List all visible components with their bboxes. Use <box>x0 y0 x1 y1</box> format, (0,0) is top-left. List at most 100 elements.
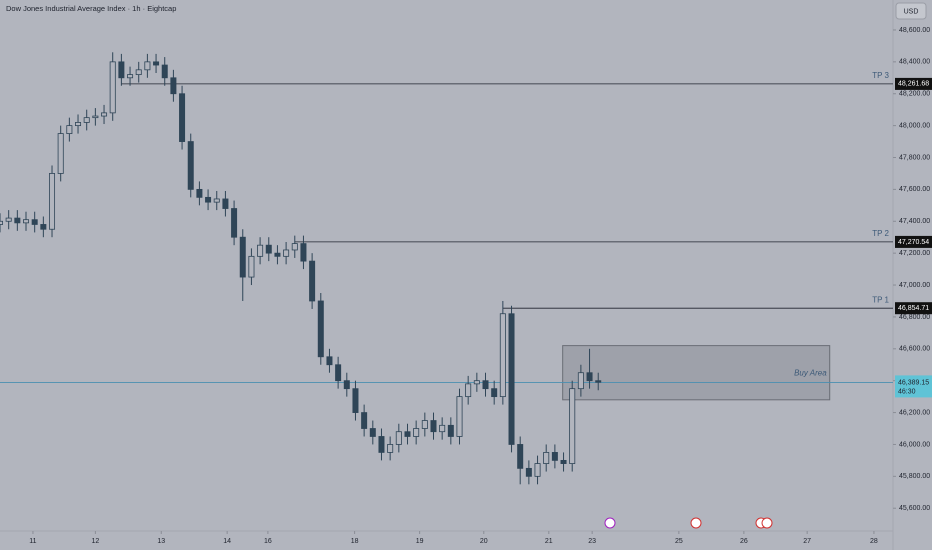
candle-body <box>265 244 272 254</box>
candle-body <box>491 388 498 398</box>
buy-zone <box>562 345 831 401</box>
x-tick-label: 21 <box>545 538 553 545</box>
candle-body <box>499 313 506 398</box>
x-tick-label: 20 <box>480 538 488 545</box>
y-tick-label: 47,800.00 <box>899 154 930 161</box>
level-name: TP 3 <box>872 71 889 80</box>
level-name: TP 1 <box>872 295 889 304</box>
x-tick-label: 23 <box>588 538 596 545</box>
candle-body <box>153 61 160 66</box>
candle-body <box>395 431 402 445</box>
x-tick-label: 19 <box>416 538 424 545</box>
y-tick-label: 45,600.00 <box>899 505 930 512</box>
level-price-box <box>895 77 932 90</box>
candle-body <box>92 115 99 119</box>
candle-body <box>473 380 480 385</box>
candle-body <box>482 380 489 390</box>
candle-body <box>569 388 576 464</box>
candle-body <box>335 364 342 382</box>
candle-body <box>387 444 394 453</box>
y-tick-label: 46,200.00 <box>899 409 930 416</box>
current-price-label: 46,389.15 <box>898 379 929 386</box>
y-tick-label: 46,800.00 <box>899 314 930 321</box>
x-tick-label: 12 <box>91 538 99 545</box>
candle-body <box>75 122 82 127</box>
candle-body <box>31 219 38 225</box>
candle-body <box>577 372 584 390</box>
candle-body <box>135 69 142 76</box>
current-price-box <box>895 375 932 398</box>
candle-body <box>222 198 229 209</box>
x-tick-label: 13 <box>157 538 165 545</box>
y-tick-label: 47,000.00 <box>899 282 930 289</box>
candle-body <box>196 188 203 198</box>
candle-body <box>170 77 177 95</box>
candle-body <box>127 74 134 79</box>
candle-body <box>57 133 64 174</box>
candle-body <box>231 208 238 238</box>
event-icons <box>604 517 773 529</box>
x-tick-label: 27 <box>803 538 811 545</box>
candle-body <box>551 452 558 461</box>
candle-body <box>118 61 125 79</box>
candle-body <box>248 255 255 278</box>
candle-body <box>205 196 212 203</box>
candle-body <box>586 372 593 382</box>
candle-body <box>213 198 220 203</box>
candle-body <box>378 436 385 453</box>
x-tick-label: 18 <box>351 538 359 545</box>
currency-button[interactable] <box>895 2 927 20</box>
candle-body <box>14 217 21 224</box>
candle-body <box>361 412 368 429</box>
x-tick-label: 25 <box>675 538 683 545</box>
chart-title: Dow Jones Industrial Average Index · 1h … <box>6 4 176 13</box>
countdown: 46:30 <box>898 388 916 395</box>
candle-body <box>352 388 359 413</box>
x-tick-label: 28 <box>870 538 878 545</box>
candle-body <box>274 252 281 257</box>
candle-body <box>430 420 437 433</box>
candle-body <box>300 243 307 262</box>
candle-body <box>456 396 463 437</box>
y-tick-label: 46,000.00 <box>899 441 930 448</box>
x-tick-label: 11 <box>29 538 36 545</box>
candle-body <box>109 61 116 114</box>
candle-body <box>283 249 290 257</box>
level-price-label: 47,270.54 <box>898 239 929 246</box>
level-price-box <box>895 302 932 315</box>
candle-body <box>525 467 532 477</box>
candle-body <box>534 463 541 477</box>
candle-body <box>326 356 333 366</box>
zone-label: Buy Area <box>794 369 827 378</box>
candle-body <box>291 243 298 251</box>
candle-body <box>239 236 246 278</box>
candle-body <box>101 112 108 117</box>
candle-body <box>447 424 454 437</box>
x-tick-label: 14 <box>223 538 231 545</box>
candle-body <box>439 424 446 433</box>
candle-body <box>543 452 550 464</box>
level-name: TP 2 <box>872 229 889 238</box>
event-icon[interactable] <box>604 517 616 529</box>
event-icon[interactable] <box>690 517 702 529</box>
candle-body <box>508 313 515 445</box>
candle-body <box>404 431 411 437</box>
candle-body <box>179 93 186 142</box>
y-tick-label: 48,000.00 <box>899 122 930 129</box>
candle-body <box>40 224 47 230</box>
event-icon[interactable] <box>761 517 773 529</box>
candle-body <box>0 220 4 225</box>
candle-body <box>144 61 151 71</box>
candle-body <box>23 219 30 224</box>
candle-body <box>343 380 350 390</box>
candle-body <box>369 428 376 437</box>
level-price-label: 48,261.68 <box>898 81 929 88</box>
candle-body <box>309 260 316 302</box>
currency-label: USD <box>904 8 919 15</box>
y-tick-label: 48,200.00 <box>899 91 930 98</box>
level-price-label: 46,854.71 <box>898 305 929 312</box>
x-tick-label: 16 <box>264 538 272 545</box>
candle-body <box>595 380 602 383</box>
candle-body <box>317 300 324 358</box>
